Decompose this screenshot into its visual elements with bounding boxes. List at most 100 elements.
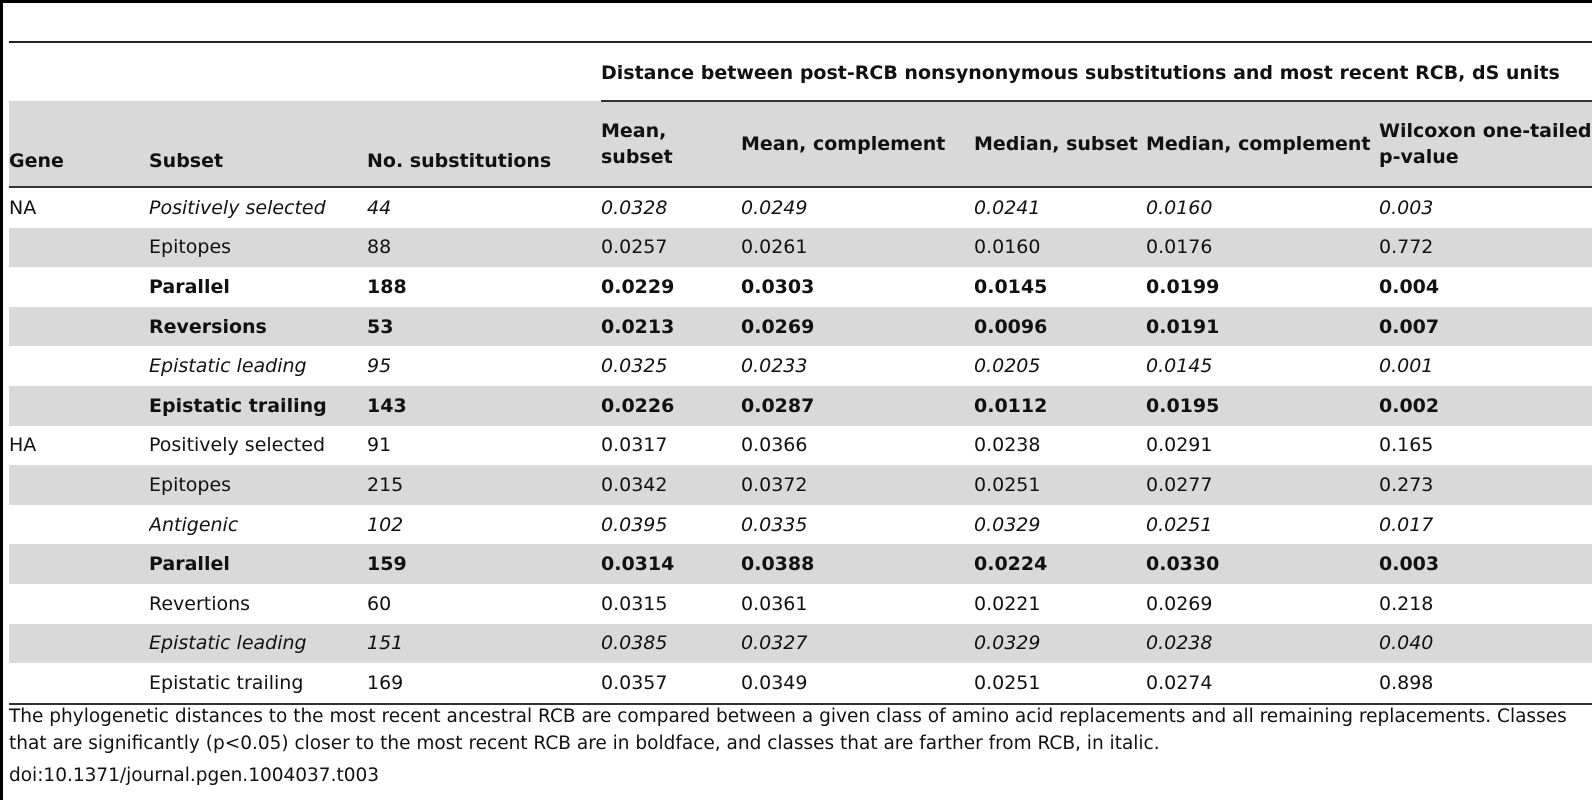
table-row: Epistatic trailing 143 0.0226 0.0287 0.0112 0… [9, 385, 1592, 426]
cell-mean-complement: 0.0388 [741, 544, 974, 584]
cell-gene [9, 584, 149, 624]
cell-mean-subset: 0.0226 [601, 385, 741, 426]
cell-subset: Epistatic leading [149, 355, 307, 378]
cell-substitutions: 102 [367, 513, 404, 536]
cell-mean-complement: 0.0303 [741, 275, 815, 298]
column-header-gene: Gene [9, 101, 149, 188]
cell-substitutions: 188 [367, 275, 407, 298]
cell-subset: Epitopes [149, 465, 367, 505]
cell-median-complement: 0.0269 [1146, 592, 1213, 615]
cell-mean-complement: 0.0349 [741, 663, 974, 705]
cell-gene [9, 623, 149, 664]
cell-gene: NA [9, 196, 37, 219]
cell-substitutions: 60 [367, 592, 392, 615]
cell-subset: Positively selected [149, 434, 326, 457]
cell-gene [9, 505, 149, 545]
cell-mean-complement: 0.0249 [741, 196, 808, 219]
cell-subset: Reversions [149, 306, 367, 347]
cell-p-value: 0.040 [1379, 623, 1592, 664]
cell-substitutions: 95 [367, 355, 392, 378]
cell-median-complement: 0.0291 [1146, 434, 1213, 457]
column-header-substitutions: No. substitutions [367, 101, 601, 188]
cell-mean-complement: 0.0327 [741, 623, 974, 664]
cell-mean-complement: 0.0261 [741, 227, 974, 268]
cell-median-subset: 0.0221 [974, 592, 1041, 615]
cell-mean-subset: 0.0314 [601, 544, 741, 584]
column-header-row: Gene Subset No. substitutions Mean, subs… [9, 101, 1592, 188]
cell-substitutions: 169 [367, 663, 601, 705]
cell-mean-complement: 0.0233 [741, 355, 808, 378]
cell-p-value: 0.273 [1379, 465, 1592, 505]
cell-subset: Epistatic leading [149, 623, 367, 664]
cell-gene [9, 385, 149, 426]
group-header-spacer [9, 41, 601, 101]
column-header-mean-complement: Mean, complement [741, 101, 974, 188]
column-header-mean-subset: Mean, subset [601, 101, 741, 188]
cell-median-subset: 0.0251 [974, 465, 1146, 505]
cell-median-subset: 0.0241 [974, 196, 1041, 219]
left-border [0, 0, 3, 800]
table-row: Revertions 60 0.0315 0.0361 0.0221 0.0269 0.21… [9, 584, 1592, 624]
cell-substitutions: 159 [367, 544, 601, 584]
cell-mean-subset: 0.0328 [601, 196, 668, 219]
cell-subset: Epistatic trailing [149, 385, 367, 426]
cell-median-subset: 0.0112 [974, 385, 1146, 426]
cell-p-value: 0.003 [1379, 544, 1592, 584]
cell-gene [9, 465, 149, 505]
cell-mean-complement: 0.0366 [741, 434, 808, 457]
cell-median-complement: 0.0160 [1146, 196, 1213, 219]
cell-median-subset: 0.0251 [974, 663, 1146, 705]
cell-median-complement: 0.0274 [1146, 663, 1379, 705]
cell-p-value: 0.017 [1379, 513, 1434, 536]
cell-mean-complement: 0.0335 [741, 513, 808, 536]
cell-subset: Epistatic trailing [149, 663, 367, 705]
results-table-container: Distance between post-RCB nonsynonymous … [9, 41, 1592, 705]
table-row: Parallel 159 0.0314 0.0388 0.0224 0.0330 0.003 [9, 544, 1592, 584]
cell-median-complement: 0.0191 [1146, 306, 1379, 347]
cell-p-value: 0.002 [1379, 385, 1592, 426]
table-footnote: The phylogenetic distances to the most r… [9, 706, 1567, 754]
table-row: Reversions 53 0.0213 0.0269 0.0096 0.0191 0.00… [9, 306, 1592, 347]
cell-p-value: 0.003 [1379, 196, 1434, 219]
cell-gene [9, 267, 149, 307]
doi-reference: doi:10.1371/journal.pgen.1004037.t003 [9, 765, 380, 786]
cell-substitutions: 44 [367, 196, 392, 219]
cell-mean-subset: 0.0213 [601, 306, 741, 347]
cell-mean-subset: 0.0357 [601, 663, 741, 705]
results-table: Distance between post-RCB nonsynonymous … [9, 41, 1592, 705]
cell-mean-subset: 0.0325 [601, 355, 668, 378]
cell-mean-complement: 0.0287 [741, 385, 974, 426]
cell-median-complement: 0.0195 [1146, 385, 1379, 426]
table-row: Parallel 188 0.0229 0.0303 0.0145 0.0199 0.004 [9, 267, 1592, 307]
cell-mean-subset: 0.0315 [601, 592, 668, 615]
cell-gene: HA [9, 434, 37, 457]
cell-median-complement: 0.0251 [1146, 513, 1213, 536]
cell-mean-subset: 0.0229 [601, 275, 675, 298]
cell-substitutions: 143 [367, 385, 601, 426]
cell-gene [9, 306, 149, 347]
cell-mean-subset: 0.0257 [601, 227, 741, 268]
cell-p-value: 0.004 [1379, 275, 1440, 298]
cell-mean-complement: 0.0372 [741, 465, 974, 505]
cell-median-subset: 0.0224 [974, 544, 1146, 584]
cell-subset: Parallel [149, 275, 230, 298]
cell-median-complement: 0.0199 [1146, 275, 1220, 298]
cell-median-subset: 0.0096 [974, 306, 1146, 347]
cell-median-subset: 0.0145 [974, 275, 1048, 298]
table-row: Epitopes 88 0.0257 0.0261 0.0160 0.0176 0.772 [9, 227, 1592, 268]
cell-mean-complement: 0.0269 [741, 306, 974, 347]
cell-median-complement: 0.0277 [1146, 465, 1379, 505]
cell-mean-subset: 0.0395 [601, 513, 668, 536]
cell-gene [9, 227, 149, 268]
column-header-median-complement: Median, complement [1146, 101, 1379, 188]
cell-median-subset: 0.0205 [974, 355, 1041, 378]
cell-median-subset: 0.0238 [974, 434, 1041, 457]
table-row: Epistatic leading 151 0.0385 0.0327 0.0329 0.… [9, 623, 1592, 664]
cell-median-subset: 0.0329 [974, 513, 1041, 536]
table-row: Epistatic leading 95 0.0325 0.0233 0.0205 0.0… [9, 346, 1592, 386]
cell-p-value: 0.007 [1379, 306, 1592, 347]
cell-mean-subset: 0.0317 [601, 434, 668, 457]
cell-gene [9, 544, 149, 584]
cell-p-value: 0.001 [1379, 355, 1434, 378]
cell-subset: Revertions [149, 592, 251, 615]
